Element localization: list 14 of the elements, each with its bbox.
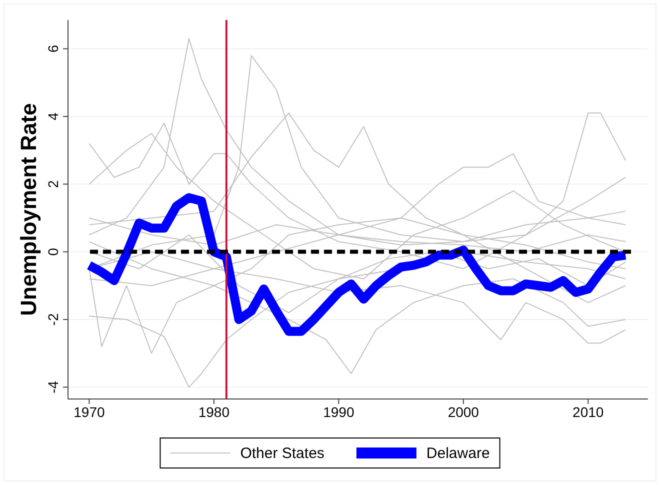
y-axis-title: Unemployment Rate xyxy=(16,103,41,316)
x-tick-label: 2000 xyxy=(448,404,480,420)
y-tick-label: 0 xyxy=(45,248,61,256)
x-tick-label: 2010 xyxy=(572,404,604,420)
y-tick-label: -4 xyxy=(45,380,61,394)
x-tick-label: 1990 xyxy=(323,404,354,420)
y-tick-label: 4 xyxy=(45,112,61,120)
x-tick-label: 1970 xyxy=(74,404,105,420)
x-tick-label: 1980 xyxy=(198,404,230,420)
y-tick-label: -2 xyxy=(45,313,61,326)
y-tick-label: 2 xyxy=(45,180,61,188)
y-tick-label: 6 xyxy=(45,44,61,53)
legend-label: Delaware xyxy=(426,445,490,462)
legend-label: Other States xyxy=(240,445,324,462)
